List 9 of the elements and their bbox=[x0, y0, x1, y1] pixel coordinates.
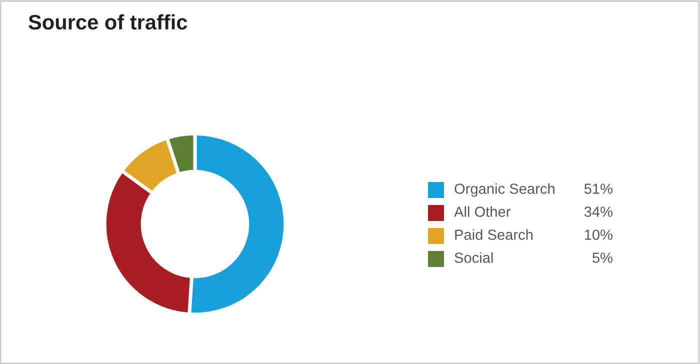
legend-label: Paid Search bbox=[455, 229, 532, 240]
legend-label: Organic Search bbox=[454, 183, 554, 197]
legend-label: All Other bbox=[454, 206, 510, 217]
chart-title: Source of traffic bbox=[28, 14, 188, 30]
data-label: 10% bbox=[584, 230, 612, 240]
data-label: 34% bbox=[584, 206, 612, 217]
data-label: 5% bbox=[592, 252, 612, 263]
data-label: 51% bbox=[584, 184, 612, 194]
legend-label: Social bbox=[454, 252, 493, 263]
